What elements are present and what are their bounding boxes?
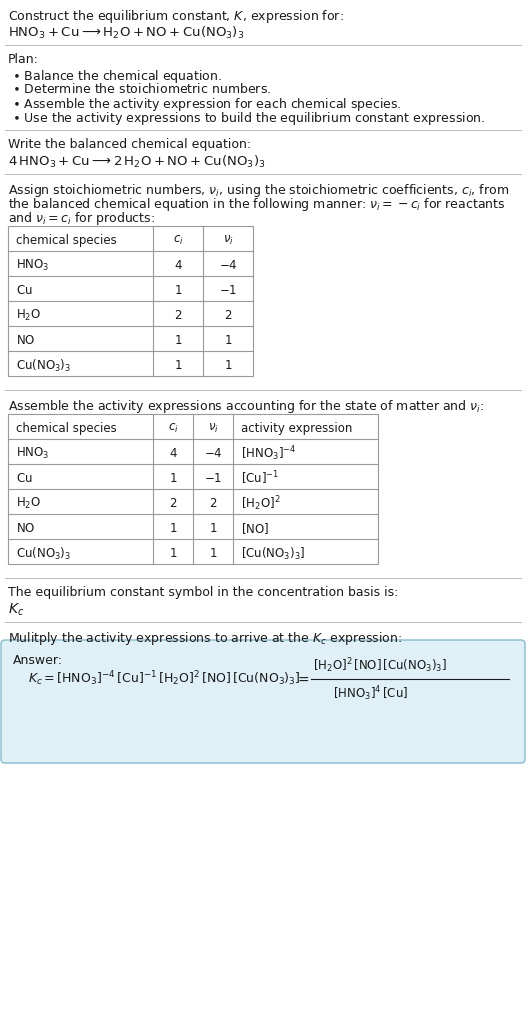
Text: $\mathrm{HNO_3 + Cu} \longrightarrow \mathrm{H_2O + NO + Cu(NO_3)_3}$: $\mathrm{HNO_3 + Cu} \longrightarrow \ma…	[8, 25, 245, 41]
Text: $[\mathrm{H_2O}]^2\,[\mathrm{NO}]\,[\mathrm{Cu(NO_3)_3}]$: $[\mathrm{H_2O}]^2\,[\mathrm{NO}]\,[\mat…	[313, 657, 447, 675]
Text: 1: 1	[169, 522, 177, 535]
Text: 1: 1	[169, 547, 177, 560]
Bar	[8, 414, 378, 564]
Text: $[\mathrm{H_2O}]^2$: $[\mathrm{H_2O}]^2$	[241, 494, 280, 513]
Text: Assign stoichiometric numbers, $\nu_i$, using the stoichiometric coefficients, $: Assign stoichiometric numbers, $\nu_i$, …	[8, 182, 509, 199]
Text: $\mathrm{Cu}$: $\mathrm{Cu}$	[16, 284, 33, 297]
Text: 1: 1	[174, 359, 182, 373]
Text: Assemble the activity expressions accounting for the state of matter and $\nu_i$: Assemble the activity expressions accoun…	[8, 398, 484, 415]
Text: $\bullet$ Determine the stoichiometric numbers.: $\bullet$ Determine the stoichiometric n…	[12, 82, 271, 96]
Text: $\mathrm{Cu}$: $\mathrm{Cu}$	[16, 472, 33, 485]
Text: 1: 1	[169, 472, 177, 485]
Text: 1: 1	[174, 334, 182, 347]
Text: $[\mathrm{Cu(NO_3)_3}]$: $[\mathrm{Cu(NO_3)_3}]$	[241, 545, 306, 561]
Text: Write the balanced chemical equation:: Write the balanced chemical equation:	[8, 138, 251, 151]
Text: Answer:: Answer:	[13, 654, 63, 667]
Text: 2: 2	[169, 497, 177, 510]
Text: $\mathrm{Cu(NO_3)_3}$: $\mathrm{Cu(NO_3)_3}$	[16, 357, 71, 374]
Text: 2: 2	[209, 497, 217, 510]
Text: activity expression: activity expression	[241, 422, 352, 435]
Text: $\mathrm{H_2O}$: $\mathrm{H_2O}$	[16, 308, 41, 323]
Text: $\nu_i$: $\nu_i$	[208, 422, 218, 435]
Text: the balanced chemical equation in the following manner: $\nu_i = -c_i$ for react: the balanced chemical equation in the fo…	[8, 196, 505, 213]
Text: 4: 4	[169, 447, 177, 460]
Text: chemical species: chemical species	[16, 234, 117, 247]
Text: 2: 2	[224, 309, 232, 322]
Text: chemical species: chemical species	[16, 422, 117, 435]
Text: $\bullet$ Use the activity expressions to build the equilibrium constant express: $\bullet$ Use the activity expressions t…	[12, 110, 485, 127]
Text: Mulitply the activity expressions to arrive at the $K_c$ expression:: Mulitply the activity expressions to arr…	[8, 630, 402, 647]
Text: $-1$: $-1$	[219, 284, 237, 297]
Text: $c_i$: $c_i$	[168, 422, 178, 435]
Text: 1: 1	[209, 547, 217, 560]
Text: $\mathrm{Cu(NO_3)_3}$: $\mathrm{Cu(NO_3)_3}$	[16, 545, 71, 561]
Text: $\mathrm{4\,HNO_3 + Cu} \longrightarrow \mathrm{2\,H_2O + NO + Cu(NO_3)_3}$: $\mathrm{4\,HNO_3 + Cu} \longrightarrow …	[8, 154, 266, 171]
Text: $\mathrm{HNO_3}$: $\mathrm{HNO_3}$	[16, 258, 49, 273]
Text: $[\mathrm{Cu}]^{-1}$: $[\mathrm{Cu}]^{-1}$	[241, 470, 279, 487]
Text: $\bullet$ Assemble the activity expression for each chemical species.: $\bullet$ Assemble the activity expressi…	[12, 96, 401, 113]
Text: 1: 1	[209, 522, 217, 535]
Text: and $\nu_i = c_i$ for products:: and $\nu_i = c_i$ for products:	[8, 210, 155, 227]
Text: $-4$: $-4$	[219, 259, 237, 272]
Text: 1: 1	[224, 334, 232, 347]
Text: $\bullet$ Balance the chemical equation.: $\bullet$ Balance the chemical equation.	[12, 68, 222, 85]
Text: $\mathrm{H_2O}$: $\mathrm{H_2O}$	[16, 496, 41, 511]
Text: $\mathrm{HNO_3}$: $\mathrm{HNO_3}$	[16, 446, 49, 461]
Text: 2: 2	[174, 309, 182, 322]
Text: Plan:: Plan:	[8, 53, 39, 66]
Text: Construct the equilibrium constant, $K$, expression for:: Construct the equilibrium constant, $K$,…	[8, 8, 344, 25]
Text: $[\mathrm{HNO_3}]^{-4}$: $[\mathrm{HNO_3}]^{-4}$	[241, 445, 297, 463]
Text: 1: 1	[174, 284, 182, 297]
Text: $[\mathrm{HNO_3}]^4\,[\mathrm{Cu}]$: $[\mathrm{HNO_3}]^4\,[\mathrm{Cu}]$	[333, 685, 408, 703]
Text: 1: 1	[224, 359, 232, 373]
Text: $c_i$: $c_i$	[173, 233, 184, 247]
Text: $\mathrm{NO}$: $\mathrm{NO}$	[16, 334, 35, 347]
Text: $-4$: $-4$	[204, 447, 222, 460]
Text: The equilibrium constant symbol in the concentration basis is:: The equilibrium constant symbol in the c…	[8, 586, 398, 599]
Text: $[\mathrm{NO}]$: $[\mathrm{NO}]$	[241, 521, 269, 536]
Text: 4: 4	[174, 259, 182, 272]
Text: $K_c$: $K_c$	[8, 602, 24, 618]
Bar	[8, 226, 253, 376]
Text: $\mathrm{NO}$: $\mathrm{NO}$	[16, 522, 35, 535]
Text: $=$: $=$	[295, 672, 310, 686]
Text: $-1$: $-1$	[204, 472, 222, 485]
Text: $K_c = [\mathrm{HNO_3}]^{-4}\,[\mathrm{Cu}]^{-1}\,[\mathrm{H_2O}]^2\,[\mathrm{NO: $K_c = [\mathrm{HNO_3}]^{-4}\,[\mathrm{C…	[28, 670, 301, 688]
Text: $\nu_i$: $\nu_i$	[222, 233, 234, 247]
FancyBboxPatch shape	[1, 640, 525, 763]
